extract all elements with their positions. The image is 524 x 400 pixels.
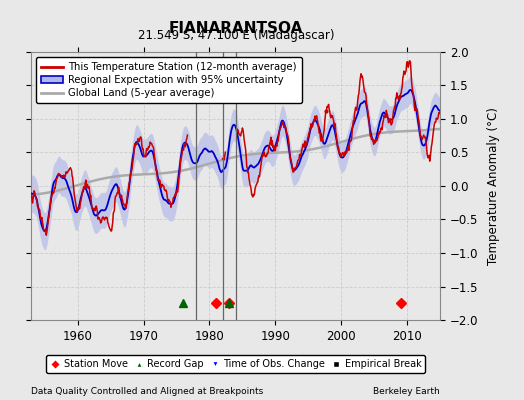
Legend: Station Move, Record Gap, Time of Obs. Change, Empirical Break: Station Move, Record Gap, Time of Obs. C… [46,355,425,373]
Text: 21.549 S, 47.100 E (Madagascar): 21.549 S, 47.100 E (Madagascar) [137,29,334,42]
Y-axis label: Temperature Anomaly (°C): Temperature Anomaly (°C) [487,107,500,265]
Text: Berkeley Earth: Berkeley Earth [374,387,440,396]
Title: FIANARANTSOA: FIANARANTSOA [169,20,303,36]
Text: Data Quality Controlled and Aligned at Breakpoints: Data Quality Controlled and Aligned at B… [31,387,264,396]
Legend: This Temperature Station (12-month average), Regional Expectation with 95% uncer: This Temperature Station (12-month avera… [37,57,302,103]
